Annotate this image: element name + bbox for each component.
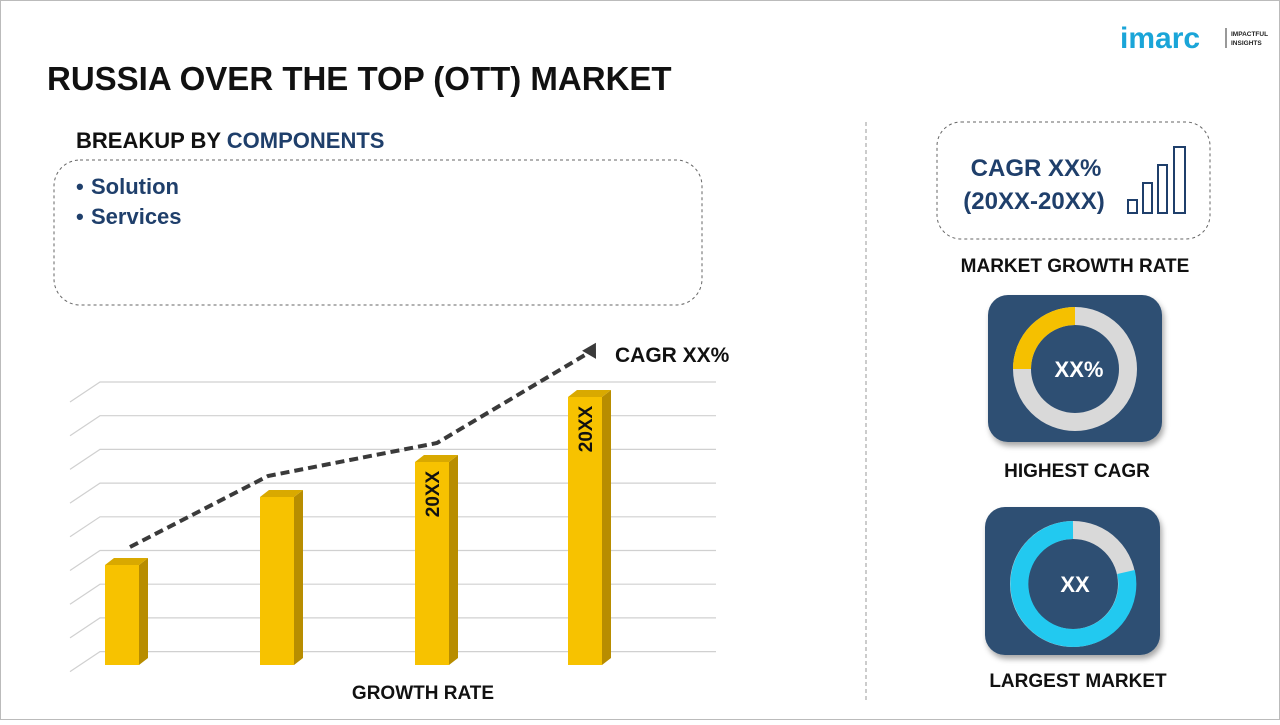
logo-tagline: IMPACTFUL [1231, 31, 1268, 38]
donut-arc [1013, 307, 1076, 370]
bar-label: 20XX [423, 470, 444, 517]
bullet: • [76, 204, 84, 229]
bar-side [602, 390, 611, 665]
bar-front [568, 397, 602, 665]
bar-top [260, 490, 303, 497]
bar-label: 20XX [576, 405, 597, 452]
decor-grid-line [69, 516, 716, 538]
trend-arrow [129, 350, 592, 549]
growth-icon [1127, 146, 1186, 214]
breakup-highlight: COMPONENTS [227, 128, 385, 153]
donut-arc [1010, 521, 1137, 647]
decor-grid [69, 381, 716, 673]
bar-front [105, 565, 139, 665]
decor-grid-line [69, 650, 716, 673]
decor-bars: 20XX 20XX [105, 390, 611, 665]
breakup-label: BREAKUP BY COMPONENTS [76, 128, 384, 153]
cagr-period: (20XX-20XX) [963, 188, 1104, 215]
decor-grid-line [69, 415, 716, 437]
card-caption: HIGHEST CAGR [1004, 461, 1150, 482]
bar-front [415, 462, 449, 665]
cagr-box [936, 121, 1211, 240]
bar-top [568, 390, 611, 397]
decor-grid-line [69, 448, 716, 470]
breakup-box [53, 159, 703, 306]
decor-grid-line [69, 381, 716, 403]
bar-front [260, 497, 294, 665]
card-value: XX [1060, 572, 1090, 597]
bar-top [415, 455, 458, 462]
decor-grid-line [69, 482, 716, 504]
logo: imarc [1120, 22, 1200, 55]
page-title: RUSSIA OVER THE TOP (OTT) MARKET [47, 60, 672, 97]
card-caption: LARGEST MARKET [989, 671, 1167, 692]
breakup-prefix: BREAKUP BY [76, 128, 221, 153]
bar-top [105, 558, 148, 565]
decor-grid-line [69, 583, 716, 605]
logo-tagline: INSIGHTS [1231, 40, 1262, 47]
bar-side [139, 558, 148, 665]
breakup-item: Services [91, 204, 182, 229]
arrow-head [582, 342, 596, 359]
breakup-item: Solution [91, 174, 179, 199]
bar-side [449, 455, 458, 665]
card-caption: MARKET GROWTH RATE [961, 256, 1190, 277]
axis-label: GROWTH RATE [352, 683, 494, 704]
bar-side [294, 490, 303, 665]
decor-grid-line [69, 549, 716, 571]
card-value: XX% [1055, 357, 1104, 382]
bullet: • [76, 174, 84, 199]
decor-grid-line [69, 617, 716, 639]
arrow-label: CAGR XX% [615, 344, 730, 367]
cagr-text: CAGR XX% [971, 155, 1102, 182]
